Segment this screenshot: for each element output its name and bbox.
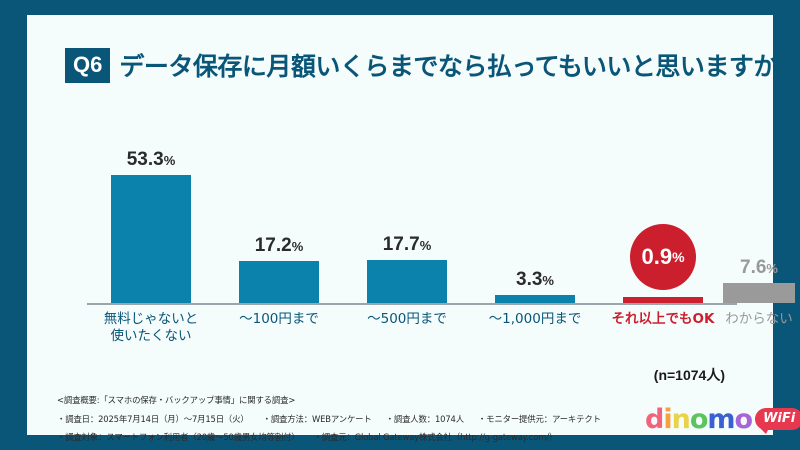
- category-label-2-line1: ～500円まで: [367, 311, 447, 327]
- highlight-callout-circle: 0.9%: [630, 224, 696, 290]
- brand-logo: dinomo WiFi: [645, 403, 800, 435]
- logo-letter-3: o: [689, 403, 709, 435]
- bar-value-label-0: 53.3%: [126, 149, 176, 170]
- bar-column-5: 7.6%: [704, 258, 800, 303]
- bar-value-label-2: 17.7%: [382, 234, 432, 255]
- footnote-survey-date: ・調査日：2025年7月14日（月）～7月15日（火）: [57, 413, 249, 424]
- category-label-4: それ以上でもOK: [599, 311, 727, 328]
- sample-size-label: (n=1074人): [653, 367, 725, 383]
- category-label-3-line1: ～1,000円まで: [488, 311, 582, 327]
- category-label-1-line1: ～100円まで: [239, 311, 319, 327]
- bar-chart: 53.3% 17.2% 17.7% 3.3% 0.9% 7.6%: [87, 125, 795, 305]
- footnote-monitor-source: ・モニター提供元：アーキテクト: [477, 413, 601, 424]
- footnote-line-2: ・調査日：2025年7月14日（月）～7月15日（火） ・調査方法：WEBアンケー…: [57, 410, 637, 429]
- bar-column-2: 17.7%: [343, 235, 471, 303]
- footnote-survey-count: ・調査人数：1074人: [385, 413, 464, 424]
- category-label-1: ～100円まで: [215, 311, 343, 328]
- category-label-4-line1: それ以上でもOK: [611, 311, 715, 327]
- footnote-line-1: <調査概要:「スマホの保存・バックアップ事情」に関する調査>: [57, 395, 296, 405]
- logo-letter-2: n: [671, 403, 691, 435]
- footnote-survey-target: ・調査対象：スマートフォン利用者（20歳～50歳男女均等割付）: [57, 432, 300, 442]
- logo-letter-5: o: [734, 403, 754, 435]
- category-label-0-line1: 無料じゃないと: [103, 311, 199, 327]
- bar-value-label-5: 7.6%: [740, 257, 778, 278]
- bar-column-4: 0.9%: [599, 224, 727, 303]
- logo-letter-4: m: [707, 403, 735, 435]
- bar-rect-5: [723, 283, 795, 303]
- category-label-2: ～500円まで: [343, 311, 471, 328]
- wifi-badge: WiFi: [755, 408, 800, 434]
- category-label-0: 無料じゃないと 使いたくない: [87, 311, 215, 345]
- bar-column-1: 17.2%: [215, 236, 343, 303]
- category-label-5: わからない: [704, 311, 800, 328]
- bar-rect-1: [239, 261, 319, 303]
- category-label-0-line2: 使いたくない: [110, 328, 192, 344]
- bar-rect-4: [623, 297, 703, 303]
- brand-logo-wordmark: dinomo: [645, 403, 754, 435]
- footnote-survey-method: ・調査方法：WEBアンケート: [262, 413, 372, 424]
- bar-rect-2: [367, 260, 447, 303]
- logo-letter-1: i: [663, 403, 672, 435]
- bar-rect-3: [495, 295, 575, 303]
- footnote-survey-origin: ・調査元：Global Gateway株式会社（http://g-gateway…: [313, 432, 558, 442]
- question-number-badge: Q6: [65, 47, 111, 83]
- bar-value-label-1: 17.2%: [254, 235, 304, 256]
- slide-canvas: Q6 データ保存に月額いくらまでなら払ってもいいと思いますか？ 53.3% 17…: [27, 15, 800, 442]
- bar-value-label-3: 3.3%: [516, 269, 554, 290]
- survey-footnote: <調査概要:「スマホの保存・バックアップ事情」に関する調査> ・調査日：2025…: [57, 391, 637, 447]
- chart-baseline: [87, 303, 737, 305]
- category-label-5-line1: わからない: [725, 311, 793, 327]
- bar-rect-0: [111, 175, 191, 303]
- page-title: データ保存に月額いくらまでなら払ってもいいと思いますか？: [119, 52, 800, 81]
- footnote-line-3: ・調査対象：スマートフォン利用者（20歳～50歳男女均等割付） ・調査元：Glob…: [57, 428, 637, 447]
- bar-column-0: 53.3%: [87, 150, 215, 303]
- bar-column-3: 3.3%: [471, 270, 599, 303]
- category-label-3: ～1,000円まで: [471, 311, 599, 328]
- question-title-row: Q6 データ保存に月額いくらまでなら払ってもいいと思いますか？: [65, 47, 800, 83]
- category-axis-labels: 無料じゃないと 使いたくない ～100円まで ～500円まで ～1,000円まで…: [87, 311, 793, 361]
- logo-letter-0: d: [645, 403, 664, 435]
